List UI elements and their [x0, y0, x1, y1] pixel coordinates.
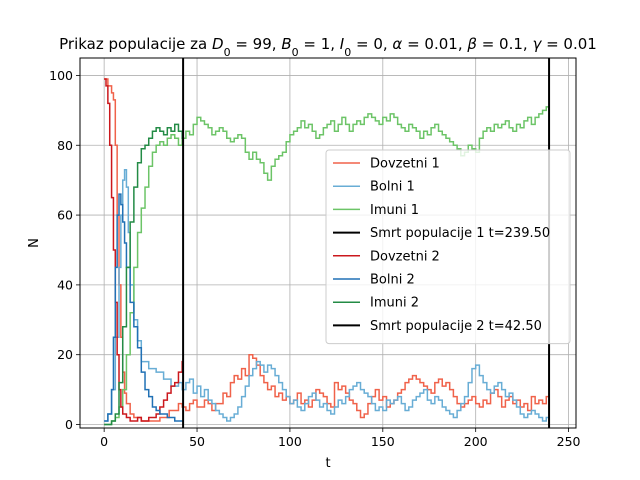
- x-tick-label: 0: [100, 434, 108, 449]
- legend-label: Smrt populacije 1 t=239.50: [370, 226, 550, 241]
- legend-label: Bolni 2: [370, 273, 415, 288]
- title-part: = 0.1,: [477, 35, 533, 53]
- title-part: = 1,: [299, 35, 340, 53]
- x-tick-label: 50: [189, 434, 205, 449]
- x-tick-label: 100: [278, 434, 302, 449]
- y-tick-label: 60: [57, 208, 73, 223]
- title-part: = 0.01: [541, 35, 597, 53]
- y-tick-label: 40: [57, 277, 73, 292]
- title-part: γ: [532, 35, 542, 53]
- legend-label: Dovzetni 1: [370, 157, 440, 172]
- axes-frame: [79, 57, 577, 429]
- title-part: Prikaz populacije za: [59, 35, 212, 53]
- legend-label: Imuni 2: [370, 296, 419, 311]
- x-axis-label: t: [325, 456, 330, 471]
- legend-label: Bolni 1: [370, 180, 415, 195]
- title-part: B: [281, 35, 291, 53]
- legend-label: Imuni 1: [370, 203, 419, 218]
- title-part: 0: [344, 46, 351, 59]
- y-axis-ticks: 0 20 40 60 80 100: [49, 68, 80, 432]
- title-part: I: [340, 35, 345, 53]
- y-tick-label: 80: [57, 138, 73, 153]
- series-line-dovzetni-1: [104, 78, 550, 422]
- series-line-bolni-2: [104, 193, 184, 422]
- title-part: 0: [224, 46, 231, 59]
- title-part: β: [466, 35, 477, 53]
- y-tick-label: 100: [49, 68, 73, 83]
- x-tick-label: 150: [371, 434, 395, 449]
- legend-label: Dovzetni 2: [370, 249, 440, 264]
- plot-series: [104, 58, 551, 428]
- title-part: 0: [292, 46, 299, 59]
- y-tick-label: 20: [57, 347, 73, 362]
- series-line-imuni-2: [104, 123, 184, 426]
- title-part: α: [392, 35, 402, 53]
- x-tick-label: 200: [464, 434, 488, 449]
- x-axis-ticks: 0 50 100 150 200 250: [100, 428, 581, 449]
- title-part: = 99,: [231, 35, 282, 53]
- y-axis-label: N: [27, 238, 42, 248]
- title-part: D: [212, 35, 224, 53]
- series-line-bolni-1: [104, 168, 550, 422]
- chart-title: Prikaz populacije za D0 = 99, B0 = 1, I0…: [59, 35, 597, 59]
- x-tick-label: 250: [557, 434, 581, 449]
- y-tick-label: 0: [65, 417, 73, 432]
- legend-label: Smrt populacije 2 t=42.50: [370, 319, 542, 334]
- legend-box: [325, 149, 571, 345]
- series-line-dovzetni-2: [104, 78, 184, 422]
- title-part: = 0,: [351, 35, 392, 53]
- legend: Dovzetni 1 Bolni 1 Imuni 1 Smrt populacije …: [325, 149, 571, 345]
- title-part: = 0.01,: [402, 35, 467, 53]
